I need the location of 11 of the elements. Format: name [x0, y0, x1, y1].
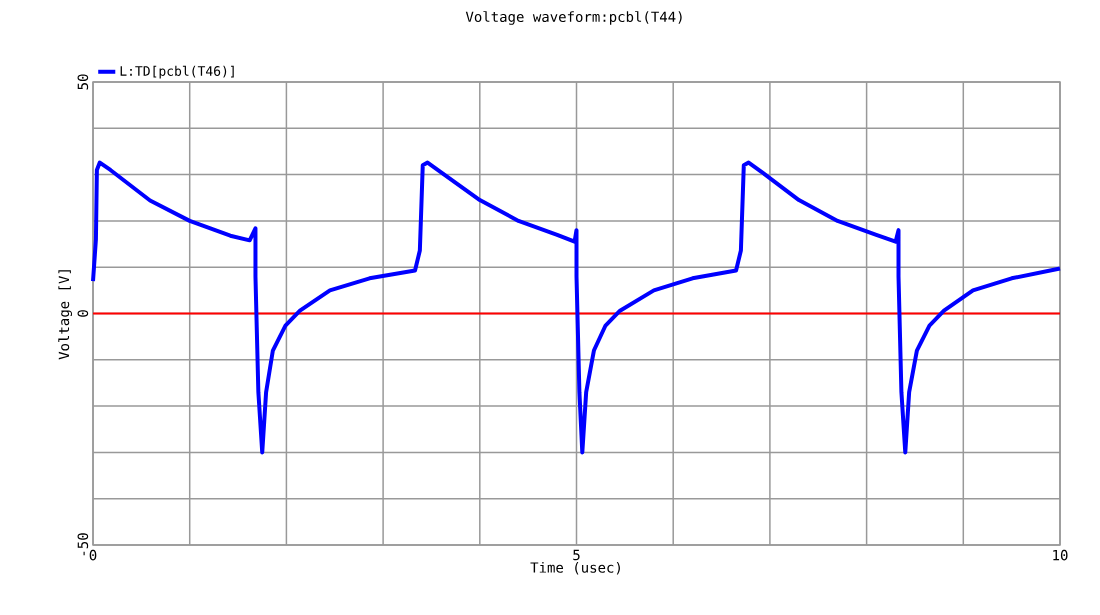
x-axis-title: Time (usec) [530, 561, 620, 575]
legend-label: L:TD[pcbl(T46)] [120, 65, 234, 79]
y-tick-label: 0 [77, 310, 89, 317]
line-series [91, 160, 1062, 455]
x-tick-label: 5 [573, 549, 580, 561]
x-tick-label: 0 [89, 549, 97, 561]
chart-title: Voltage waveform:pcbl(T44) [465, 11, 682, 25]
y-axis-title: Voltage [V] [58, 270, 73, 360]
y-tick-label: 50 [77, 74, 89, 90]
x-tick-label: 10 [1053, 549, 1068, 561]
y-tick-label: -50 [77, 533, 89, 556]
